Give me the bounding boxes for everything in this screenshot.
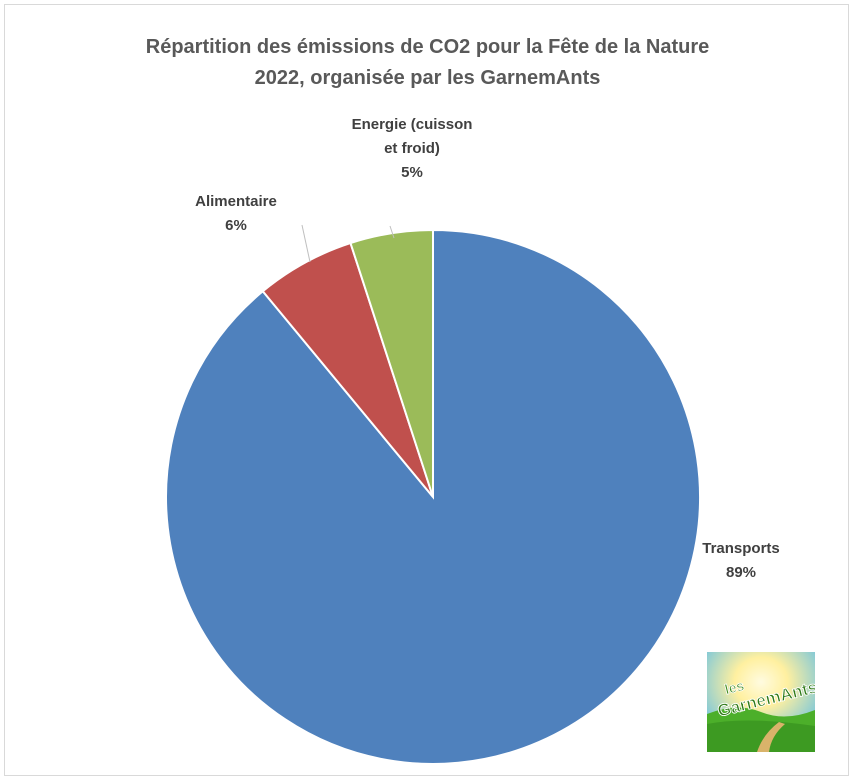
data-label-alimentaire: Alimentaire 6%	[195, 193, 277, 234]
garnemants-logo: les GarnemAnts	[707, 652, 815, 752]
data-label-transports: Transports 89%	[702, 540, 780, 581]
data-label-energie: Energie (cuisson et froid) 5%	[352, 116, 473, 181]
leader-line-alimentaire	[302, 225, 310, 262]
logo-image: les GarnemAnts	[707, 652, 815, 752]
